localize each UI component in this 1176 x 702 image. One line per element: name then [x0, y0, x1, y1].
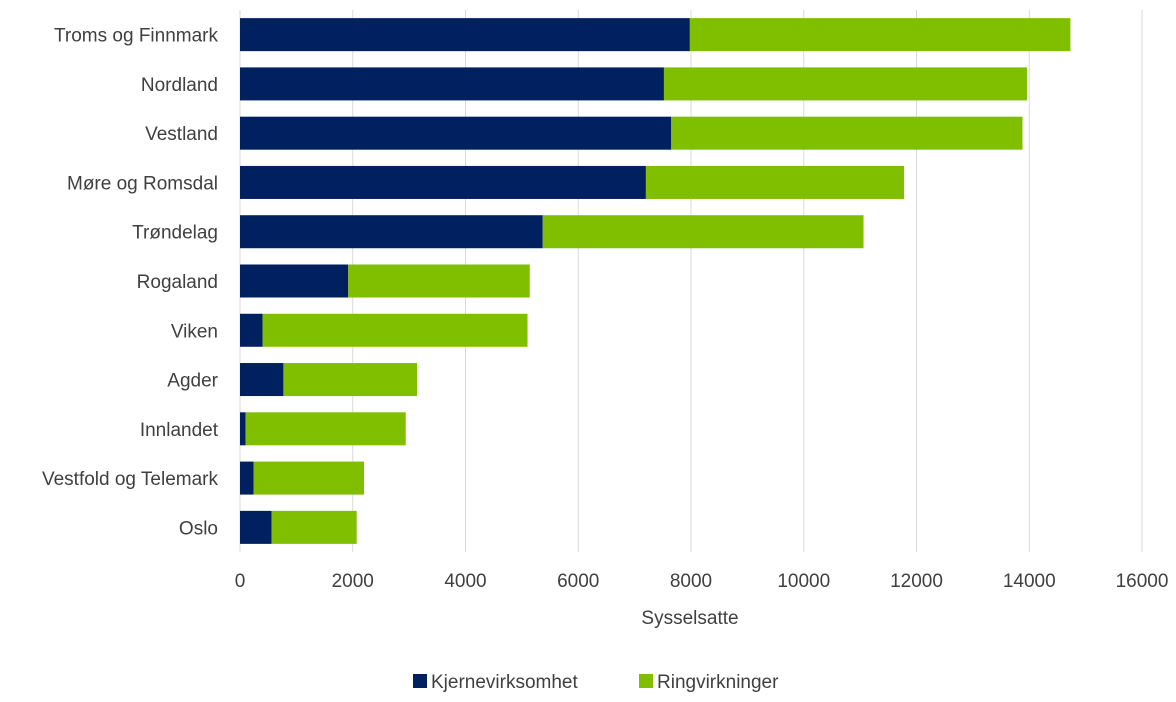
bar-kjernevirksomhet — [240, 313, 263, 347]
bar-ringvirkninger — [271, 510, 357, 544]
bar-ringvirkninger — [245, 412, 406, 446]
legend-label: Kjernevirksomhet — [431, 672, 578, 693]
x-tick-label: 14000 — [1003, 571, 1056, 592]
category-labels: Troms og Finnmark Nordland Vestland Møre og… — [42, 26, 219, 540]
bar-kjernevirksomhet — [240, 264, 349, 298]
category-label: Møre og Romsdal — [67, 173, 218, 194]
legend-label: Ringvirkninger — [657, 672, 779, 693]
bar-kjernevirksomhet — [240, 165, 646, 199]
x-tick-label: 6000 — [557, 571, 599, 592]
x-axis-title: Sysselsatte — [641, 608, 738, 629]
bar-ringvirkninger — [671, 116, 1023, 150]
bar-kjernevirksomhet — [240, 215, 543, 249]
bar-ringvirkninger — [542, 215, 864, 249]
bar-ringvirkninger — [348, 264, 530, 298]
bar-kjernevirksomhet — [240, 461, 254, 495]
category-label: Vestland — [145, 124, 218, 145]
bar-ringvirkninger — [645, 165, 905, 199]
bar-ringvirkninger — [283, 363, 418, 397]
x-tick-labels: 0 2000 4000 6000 8000 10000 12000 14000 16000 — [235, 571, 1169, 592]
x-tick-label: 8000 — [670, 571, 712, 592]
bar-kjernevirksomhet — [240, 18, 690, 52]
bar-kjernevirksomhet — [240, 67, 664, 101]
legend-swatch — [639, 674, 653, 688]
x-tick-label: 2000 — [332, 571, 374, 592]
legend: Kjernevirksomhet Ringvirkninger — [413, 672, 779, 693]
category-label: Agder — [167, 371, 218, 392]
category-label: Viken — [171, 321, 218, 342]
bar-kjernevirksomhet — [240, 412, 246, 446]
category-label: Trøndelag — [132, 223, 218, 244]
bar-kjernevirksomhet — [240, 510, 272, 544]
category-label: Vestfold og Telemark — [42, 469, 219, 490]
bar-ringvirkninger — [262, 313, 528, 347]
bar-kjernevirksomhet — [240, 363, 284, 397]
bar-ringvirkninger — [253, 461, 365, 495]
x-tick-label: 0 — [235, 571, 246, 592]
category-label: Innlandet — [140, 420, 219, 441]
category-label: Oslo — [179, 518, 218, 539]
x-tick-label: 16000 — [1116, 571, 1169, 592]
category-label: Nordland — [141, 75, 218, 96]
category-label: Troms og Finnmark — [54, 26, 218, 47]
bar-kjernevirksomhet — [240, 116, 672, 150]
x-tick-label: 12000 — [890, 571, 943, 592]
category-label: Rogaland — [137, 272, 218, 293]
bar-ringvirkninger — [663, 67, 1027, 101]
bars — [240, 18, 1071, 544]
x-tick-label: 4000 — [444, 571, 486, 592]
bar-ringvirkninger — [689, 18, 1071, 52]
legend-swatch — [413, 674, 427, 688]
x-tick-label: 10000 — [777, 571, 830, 592]
